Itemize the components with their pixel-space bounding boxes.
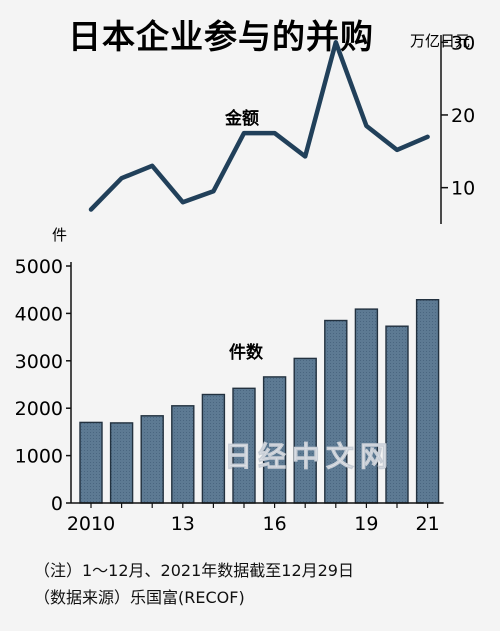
source-note: （数据来源）乐国富(RECOF) <box>34 588 245 607</box>
x-tick-label: 21 <box>416 513 440 535</box>
bar-y-tick-label: 3000 <box>15 351 63 373</box>
count-bar-2021 <box>415 299 440 504</box>
count-bar-2014 <box>201 393 226 504</box>
bar-series <box>79 299 440 504</box>
amount-line <box>88 40 430 212</box>
bar-y-tick-label: 2000 <box>15 398 63 420</box>
x-tick-label: 2010 <box>67 513 115 535</box>
line-y-tick-label: 10 <box>451 178 475 200</box>
count-bar-2011 <box>109 422 134 504</box>
count-bar-2018 <box>324 319 348 504</box>
line-y-axis: 10 20 30 <box>440 32 475 224</box>
count-bar-2013 <box>171 405 195 504</box>
x-tick-label: 19 <box>354 513 378 535</box>
line-y-tick-label: 30 <box>451 32 475 54</box>
line-unit-label: 万亿日元 <box>410 32 470 50</box>
x-axis: 2010 13 16 19 21 <box>67 502 444 535</box>
x-tick-label: 16 <box>263 513 287 535</box>
bar-unit-label: 件 <box>52 226 67 244</box>
amount-series-label: 金额 <box>224 108 259 129</box>
bar-y-tick-label: 5000 <box>15 256 63 278</box>
count-bar-2017 <box>293 357 317 504</box>
bar-y-tick-label: 1000 <box>15 446 63 468</box>
chart-title: 日本企业参与的并购 <box>68 17 374 56</box>
count-bar-2012 <box>140 415 164 504</box>
footnote: （注）1～12月、2021年数据截至12月29日 <box>34 561 354 580</box>
bar-y-axis: 0 1000 2000 3000 4000 5000 <box>15 256 72 515</box>
x-tick-label: 13 <box>171 513 195 535</box>
count-bar-2010 <box>79 421 103 504</box>
count-bar-2020 <box>385 325 409 504</box>
count-series-label: 件数 <box>229 342 264 363</box>
bar-y-tick-label: 0 <box>51 493 63 515</box>
count-bar-2019 <box>354 308 379 504</box>
watermark-text: 日经中文网 <box>224 440 394 473</box>
line-y-tick-label: 20 <box>451 105 475 127</box>
bar-y-tick-label: 4000 <box>15 303 63 325</box>
